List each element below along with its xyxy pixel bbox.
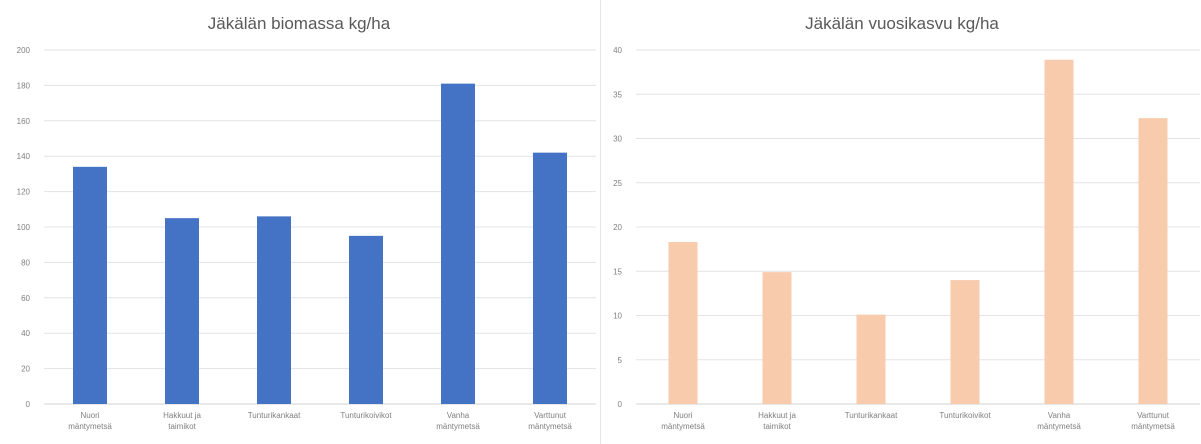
- y-tick-label: 140: [17, 152, 31, 161]
- y-tick-label: 100: [17, 223, 31, 232]
- y-tick-label: 120: [17, 188, 31, 197]
- x-category-label-line: Nuori: [80, 411, 99, 420]
- y-tick-label: 5: [618, 356, 623, 365]
- x-category-label: Tunturikoivikot: [939, 411, 991, 420]
- bar: [950, 280, 980, 404]
- bar: [1138, 118, 1168, 405]
- bar: [73, 166, 107, 404]
- y-tick-label: 0: [618, 400, 623, 409]
- x-category-label-line: taimikot: [763, 422, 791, 431]
- y-tick-label: 30: [613, 135, 622, 144]
- x-category-label-line: mäntymetsä: [661, 422, 705, 431]
- bar: [165, 218, 199, 404]
- x-category-label-line: mäntymetsä: [436, 422, 480, 431]
- y-tick-label: 40: [613, 46, 622, 55]
- x-category-label: Hakkuut ja taimikot: [163, 411, 201, 431]
- y-tick-label: 200: [17, 46, 31, 55]
- bar: [856, 314, 886, 404]
- x-category-label-line: mäntymetsä: [68, 422, 112, 431]
- x-category-label-line: mäntymetsä: [1037, 422, 1081, 431]
- x-category-label-line: Hakkuut ja: [758, 411, 796, 420]
- y-tick-label: 80: [21, 258, 30, 267]
- x-category-label: Varttunut mäntymetsä: [1131, 411, 1175, 431]
- y-tick-label: 180: [17, 81, 31, 90]
- chart-svg: Jäkälän vuosikasvu kg/ha 0 5 10 15 20 25 30 35 40…: [613, 14, 1200, 431]
- x-category-label: Tunturikoivikot: [340, 411, 392, 420]
- x-category-label-line: Varttunut: [1137, 411, 1170, 420]
- y-tick-label: 15: [613, 267, 622, 276]
- annual-growth-chart: Jäkälän vuosikasvu kg/ha 0 5 10 15 20 25 30 35 40…: [603, 0, 1201, 444]
- bar: [762, 272, 792, 404]
- y-tick-label: 20: [613, 223, 622, 232]
- x-category-label-line: Tunturikoivikot: [340, 411, 392, 420]
- x-category-label-line: Tunturikankaat: [248, 411, 301, 420]
- y-tick-label: 20: [21, 365, 30, 374]
- x-category-label-line: Nuori: [673, 411, 692, 420]
- x-category-label-line: Hakkuut ja: [163, 411, 201, 420]
- bar: [668, 242, 698, 404]
- x-category-label: Nuori mäntymetsä: [68, 411, 112, 431]
- bar: [257, 216, 291, 404]
- x-category-label: Tunturikankaat: [248, 411, 301, 420]
- y-tick-label: 0: [26, 400, 31, 409]
- chart-svg: Jäkälän biomassa kg/ha 0 20 40 60 80 100 120 140…: [17, 14, 596, 431]
- x-category-label-line: Vanha: [447, 411, 470, 420]
- bar: [1044, 59, 1074, 405]
- bar: [533, 152, 567, 404]
- x-category-label-line: mäntymetsä: [528, 422, 572, 431]
- panel-divider: [600, 0, 601, 444]
- x-category-label: Hakkuut ja taimikot: [758, 411, 796, 431]
- y-tick-label: 40: [21, 329, 30, 338]
- y-tick-label: 25: [613, 179, 622, 188]
- x-category-label: Vanha mäntymetsä: [1037, 411, 1081, 431]
- y-tick-label: 160: [17, 117, 31, 126]
- y-tick-label: 60: [21, 294, 30, 303]
- x-category-label-line: taimikot: [168, 422, 196, 431]
- x-category-label-line: mäntymetsä: [1131, 422, 1175, 431]
- x-category-label-line: Vanha: [1048, 411, 1071, 420]
- bar: [441, 83, 475, 404]
- x-category-label: Tunturikankaat: [845, 411, 898, 420]
- y-tick-label: 35: [613, 90, 622, 99]
- y-tick-label: 10: [613, 312, 622, 321]
- chart-title: Jäkälän vuosikasvu kg/ha: [805, 14, 999, 33]
- x-category-label-line: Tunturikankaat: [845, 411, 898, 420]
- x-category-label: Nuori mäntymetsä: [661, 411, 705, 431]
- x-category-label-line: Varttunut: [534, 411, 567, 420]
- x-category-label-line: Tunturikoivikot: [939, 411, 991, 420]
- chart-title: Jäkälän biomassa kg/ha: [208, 14, 391, 33]
- biomass-chart: Jäkälän biomassa kg/ha 0 20 40 60 80 100 120 140…: [0, 0, 598, 444]
- bar: [349, 235, 383, 404]
- x-category-label: Varttunut mäntymetsä: [528, 411, 572, 431]
- x-category-label: Vanha mäntymetsä: [436, 411, 480, 431]
